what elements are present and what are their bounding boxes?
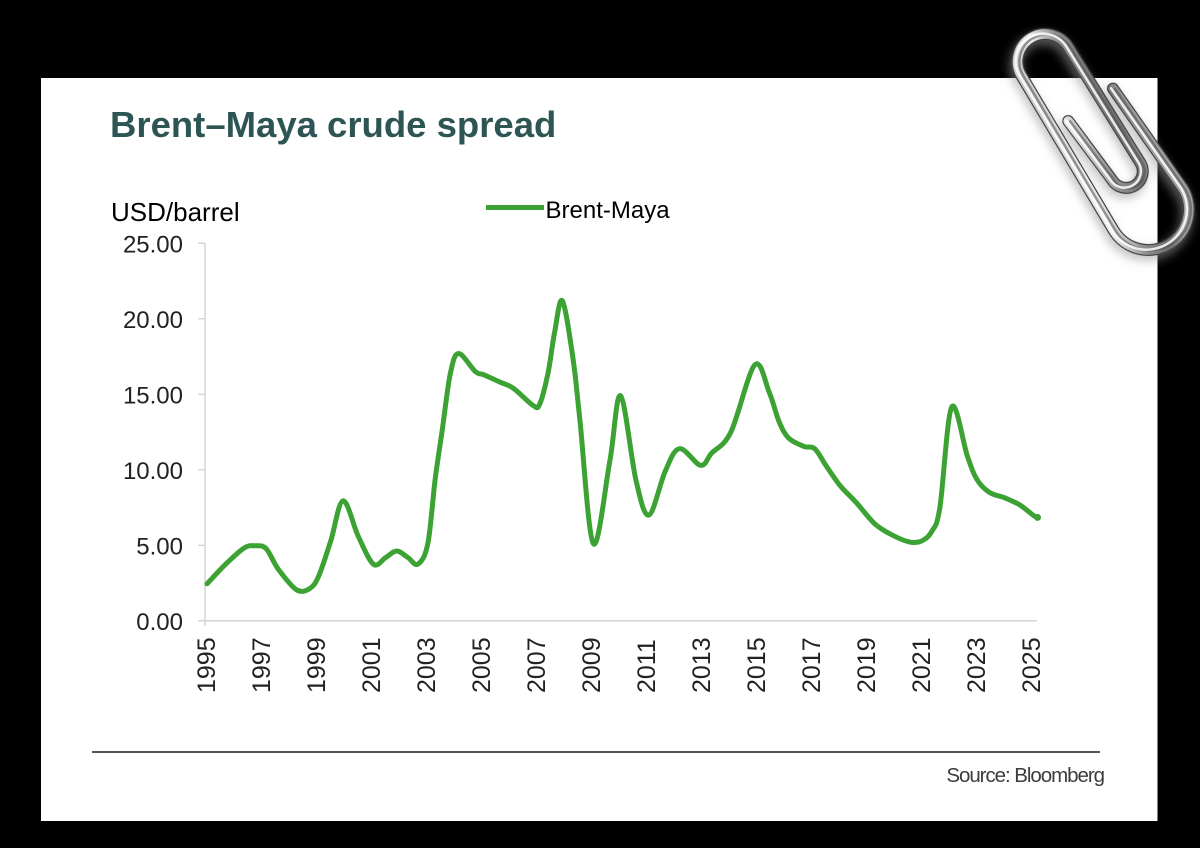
svg-text:0.00: 0.00: [136, 609, 183, 636]
svg-text:2025: 2025: [1018, 637, 1046, 693]
svg-text:20.00: 20.00: [123, 307, 183, 334]
svg-text:2009: 2009: [578, 637, 606, 693]
svg-text:2015: 2015: [743, 637, 771, 693]
svg-text:2011: 2011: [633, 639, 661, 693]
svg-text:2021: 2021: [908, 637, 936, 693]
svg-text:10.00: 10.00: [123, 458, 183, 485]
svg-text:2001: 2001: [358, 637, 386, 693]
svg-text:2003: 2003: [413, 637, 441, 693]
svg-text:2007: 2007: [523, 637, 551, 693]
svg-text:2017: 2017: [798, 637, 826, 693]
svg-text:2023: 2023: [963, 637, 991, 693]
svg-text:25.00: 25.00: [123, 232, 183, 259]
svg-text:Brent-Maya: Brent-Maya: [546, 197, 671, 224]
svg-text:2019: 2019: [853, 637, 881, 693]
svg-text:1997: 1997: [248, 637, 276, 693]
svg-text:Source: Bloomberg: Source: Bloomberg: [946, 764, 1104, 787]
svg-text:2013: 2013: [688, 637, 716, 693]
svg-text:1995: 1995: [193, 637, 221, 693]
svg-text:15.00: 15.00: [123, 383, 183, 410]
svg-text:2005: 2005: [468, 637, 496, 693]
svg-text:5.00: 5.00: [136, 534, 183, 561]
svg-text:1999: 1999: [303, 637, 331, 693]
svg-text:USD/barrel: USD/barrel: [111, 197, 240, 227]
svg-text:Brent–Maya crude spread: Brent–Maya crude spread: [110, 104, 556, 145]
